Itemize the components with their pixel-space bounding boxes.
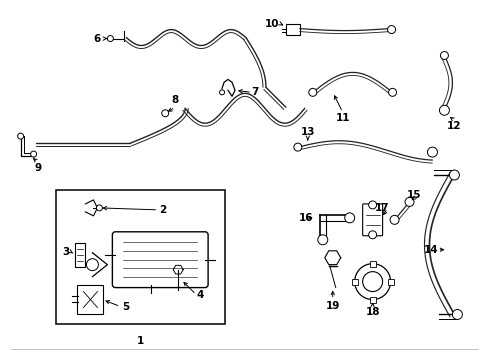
Circle shape bbox=[362, 272, 382, 292]
FancyBboxPatch shape bbox=[369, 261, 375, 267]
Circle shape bbox=[219, 90, 224, 95]
Text: 14: 14 bbox=[423, 245, 438, 255]
Circle shape bbox=[368, 231, 376, 239]
FancyBboxPatch shape bbox=[285, 24, 299, 35]
Text: 13: 13 bbox=[300, 127, 314, 137]
FancyBboxPatch shape bbox=[77, 285, 103, 315]
Text: 2: 2 bbox=[159, 205, 166, 215]
Circle shape bbox=[387, 26, 395, 33]
Circle shape bbox=[388, 88, 396, 96]
Circle shape bbox=[308, 88, 316, 96]
Circle shape bbox=[293, 143, 301, 151]
Text: 19: 19 bbox=[325, 301, 339, 311]
Text: 1: 1 bbox=[136, 336, 143, 346]
Text: 15: 15 bbox=[407, 190, 421, 200]
Circle shape bbox=[404, 197, 413, 206]
Circle shape bbox=[389, 215, 398, 224]
Text: 17: 17 bbox=[374, 203, 389, 213]
Circle shape bbox=[448, 170, 458, 180]
Circle shape bbox=[439, 105, 448, 115]
Circle shape bbox=[427, 147, 437, 157]
FancyBboxPatch shape bbox=[387, 279, 393, 285]
FancyBboxPatch shape bbox=[75, 243, 85, 267]
Text: 16: 16 bbox=[298, 213, 312, 223]
Circle shape bbox=[107, 36, 113, 41]
Circle shape bbox=[440, 51, 447, 59]
Circle shape bbox=[162, 110, 168, 117]
Text: 11: 11 bbox=[335, 113, 349, 123]
Text: 10: 10 bbox=[264, 19, 279, 28]
Circle shape bbox=[368, 201, 376, 209]
Circle shape bbox=[18, 133, 23, 139]
Circle shape bbox=[354, 264, 390, 300]
FancyBboxPatch shape bbox=[362, 204, 382, 236]
Circle shape bbox=[96, 205, 102, 211]
Text: 12: 12 bbox=[446, 121, 461, 131]
Text: 4: 4 bbox=[196, 289, 203, 300]
Circle shape bbox=[344, 213, 354, 223]
Text: 5: 5 bbox=[122, 302, 129, 311]
Circle shape bbox=[317, 235, 327, 245]
Circle shape bbox=[451, 310, 462, 319]
Text: 7: 7 bbox=[251, 87, 258, 97]
Text: 8: 8 bbox=[171, 95, 179, 105]
FancyBboxPatch shape bbox=[351, 279, 357, 285]
Text: 18: 18 bbox=[365, 307, 379, 318]
Circle shape bbox=[86, 259, 98, 271]
FancyBboxPatch shape bbox=[56, 190, 224, 324]
FancyBboxPatch shape bbox=[112, 232, 208, 288]
Text: 6: 6 bbox=[94, 33, 101, 44]
Text: 3: 3 bbox=[62, 247, 69, 257]
Circle shape bbox=[31, 151, 37, 157]
FancyBboxPatch shape bbox=[369, 297, 375, 302]
Text: 9: 9 bbox=[34, 163, 41, 173]
